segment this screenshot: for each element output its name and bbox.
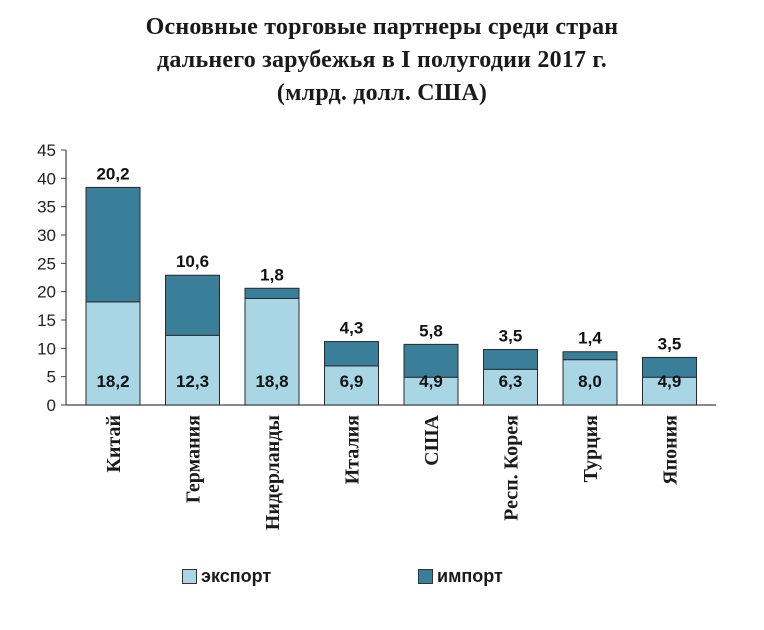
legend-swatch-export bbox=[182, 569, 197, 584]
y-axis-tick-label: 40 bbox=[37, 169, 56, 188]
category-label: Япония bbox=[660, 415, 682, 485]
y-axis-tick-label: 20 bbox=[37, 283, 56, 302]
bar-export bbox=[244, 297, 300, 406]
legend-swatch-import bbox=[418, 569, 433, 584]
bar-export bbox=[165, 334, 220, 406]
y-axis-tick-label: 35 bbox=[37, 198, 56, 217]
y-axis-tick-label: 5 bbox=[47, 368, 56, 387]
data-label-export: 12,3 bbox=[176, 372, 209, 391]
category-label: Китай bbox=[103, 415, 125, 473]
bar-import bbox=[483, 348, 538, 370]
bar-import bbox=[403, 343, 459, 378]
data-label-export: 18,2 bbox=[96, 372, 129, 391]
y-axis-tick-label: 30 bbox=[37, 226, 56, 245]
category-label: Респ. Корея bbox=[501, 415, 523, 521]
chart-title-line-3: (млрд. долл. США) bbox=[276, 80, 488, 106]
bar-import bbox=[85, 186, 141, 303]
bar-export bbox=[483, 368, 538, 406]
data-label-import: 4,3 bbox=[340, 319, 364, 338]
y-axis-tick-label: 15 bbox=[37, 311, 56, 330]
data-label-import: 3,5 bbox=[499, 326, 523, 345]
chart-title-line-2: дальнего зарубежья в I полугодии 2017 г. bbox=[157, 47, 607, 73]
data-label-import: 1,8 bbox=[260, 265, 284, 284]
data-label-export: 4,9 bbox=[658, 372, 682, 391]
y-axis-tick-label: 0 bbox=[47, 396, 56, 415]
data-label-import: 10,6 bbox=[176, 252, 209, 271]
bar-export bbox=[562, 359, 618, 406]
chart-title-line-1: Основные торговые партнеры среди стран bbox=[145, 14, 619, 40]
y-axis-tick-label: 25 bbox=[37, 254, 56, 273]
category-label: Италия bbox=[342, 415, 364, 485]
data-label-export: 6,9 bbox=[340, 372, 364, 391]
category-label: Нидерланды bbox=[262, 415, 284, 531]
bar-export bbox=[642, 376, 697, 406]
y-axis-tick-label: 45 bbox=[37, 141, 56, 160]
data-label-import: 20,2 bbox=[96, 164, 129, 183]
legend-item-export: экспорт bbox=[182, 566, 271, 587]
category-label: США bbox=[421, 414, 443, 465]
bar-export bbox=[85, 301, 141, 406]
legend-label-export: экспорт bbox=[201, 566, 272, 586]
category-label: Германия bbox=[183, 415, 205, 503]
legend-item-import: импорт bbox=[418, 566, 503, 587]
data-label-export: 18,8 bbox=[255, 372, 288, 391]
data-label-export: 8,0 bbox=[578, 372, 602, 391]
data-label-import: 5,8 bbox=[419, 321, 443, 340]
bar-import bbox=[244, 287, 300, 299]
bar-import bbox=[642, 356, 697, 378]
bar-import bbox=[562, 351, 618, 361]
data-label-export: 4,9 bbox=[419, 372, 443, 391]
legend-label-import: импорт bbox=[437, 566, 503, 586]
category-label: Турция bbox=[580, 415, 602, 483]
bar-import bbox=[165, 274, 220, 336]
data-label-import: 3,5 bbox=[658, 334, 682, 353]
data-label-import: 1,4 bbox=[578, 329, 602, 348]
bar-import bbox=[324, 341, 379, 367]
y-axis-tick-label: 10 bbox=[37, 339, 56, 358]
data-label-export: 6,3 bbox=[499, 372, 523, 391]
